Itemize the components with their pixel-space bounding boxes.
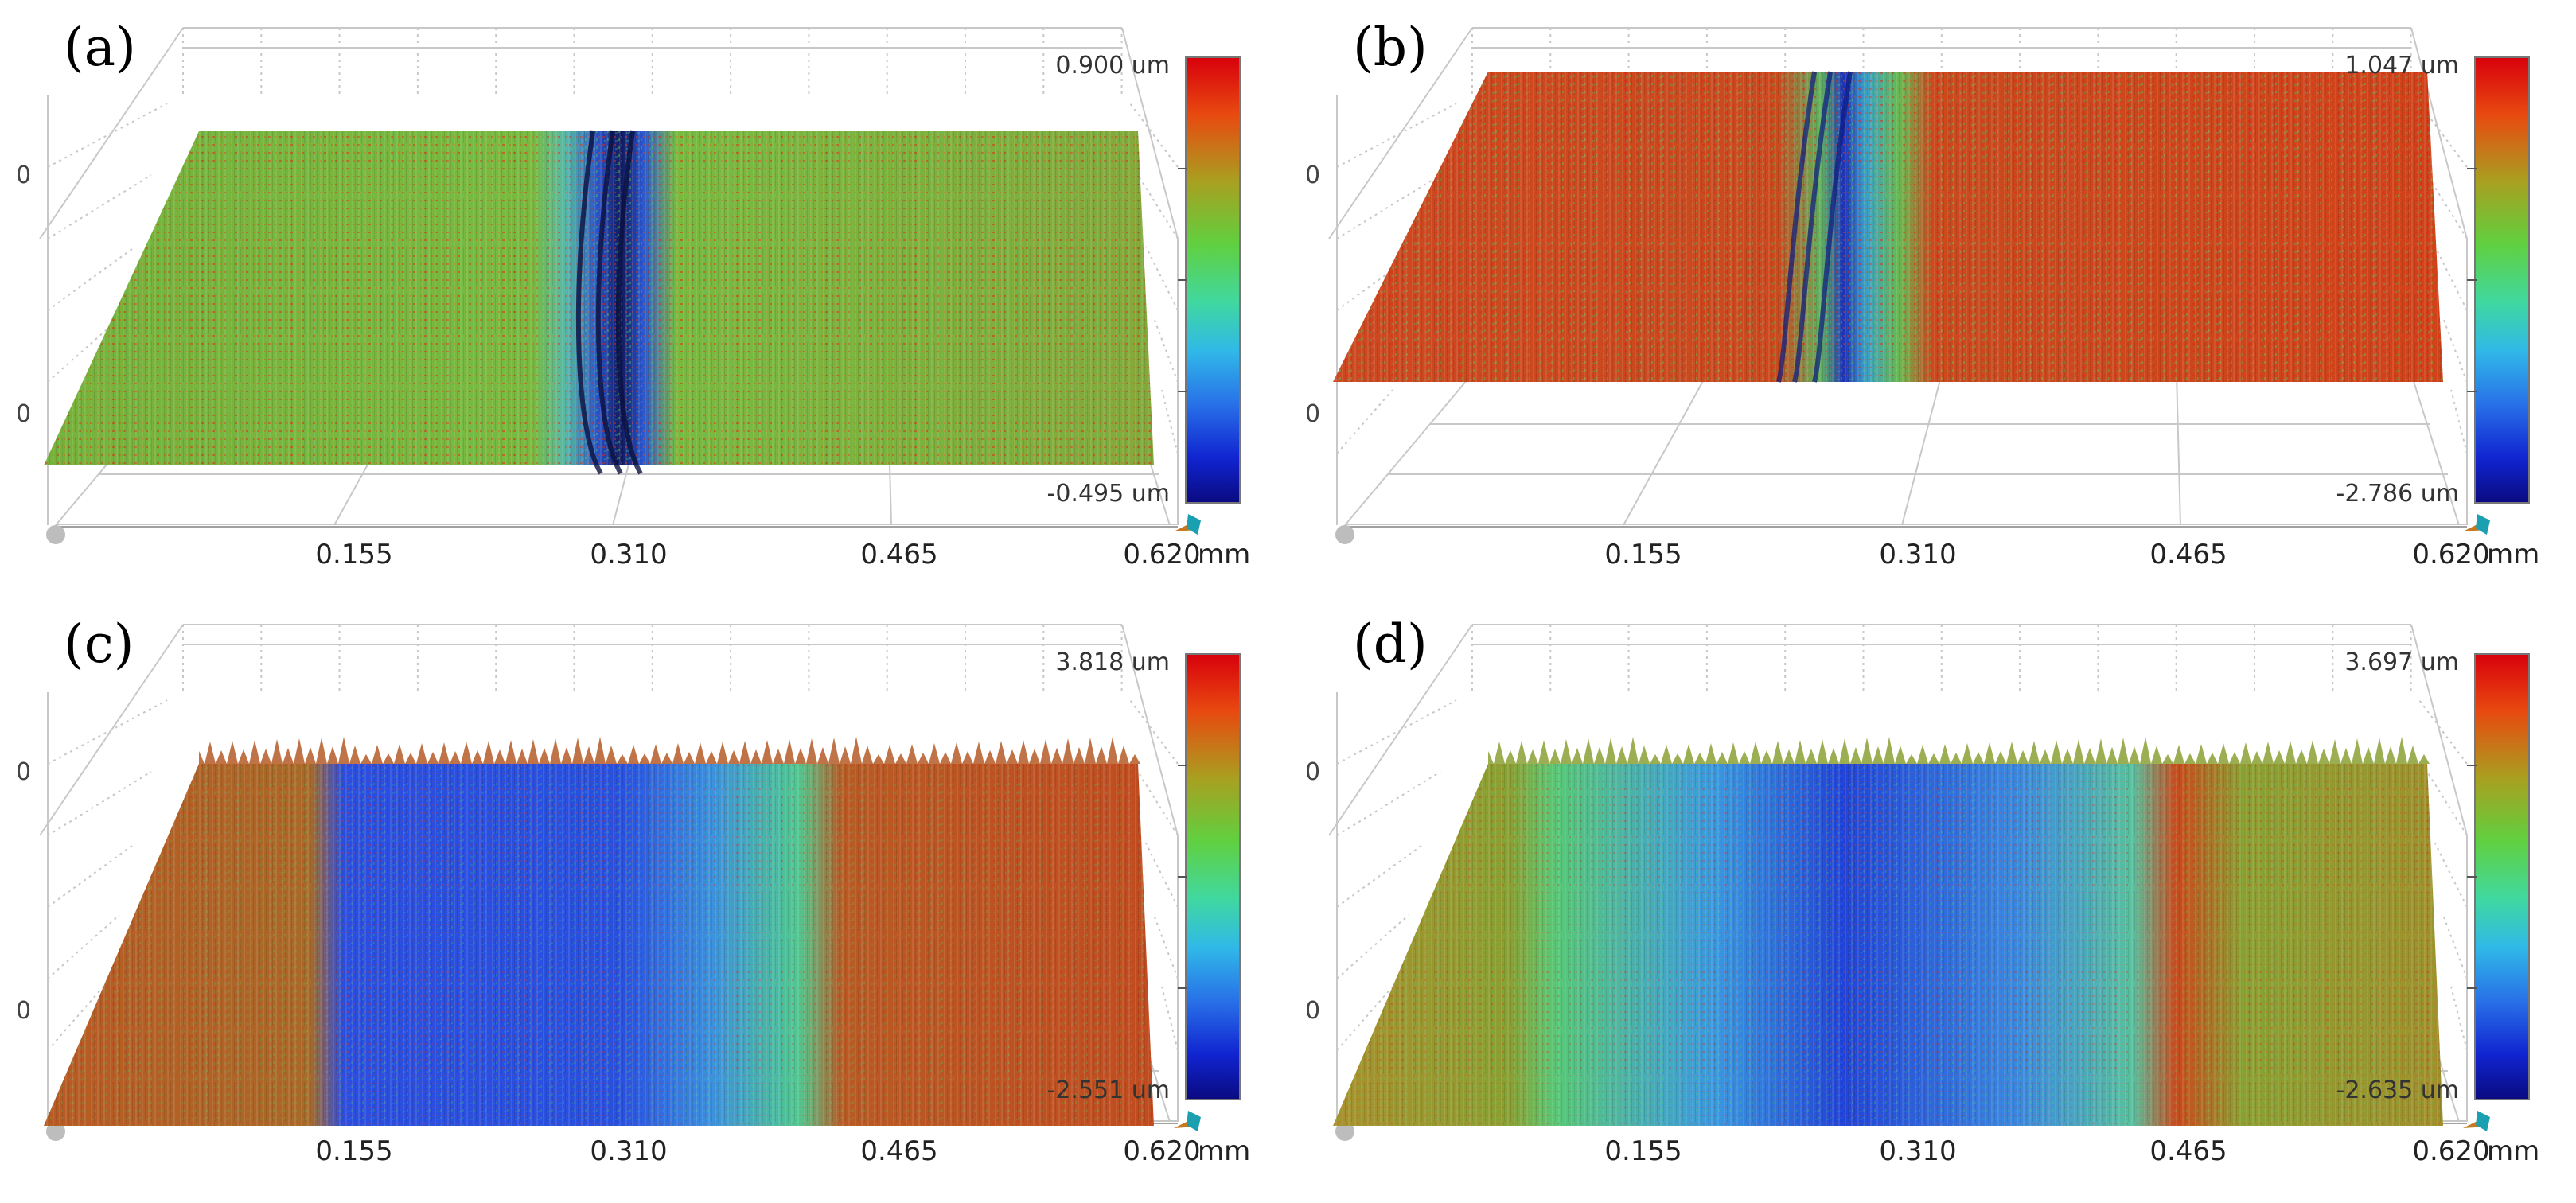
x-tick-label: 0.310 <box>590 539 667 570</box>
surface-map <box>1333 71 2443 383</box>
x-tick-label: 0.620 <box>2412 1135 2489 1167</box>
panel-label: (a) <box>64 17 136 78</box>
x-tick-label: 0.620 <box>2412 539 2489 570</box>
color-scale-bar: 0.900 um -0.495 um <box>1047 52 1241 508</box>
panel-label: (b) <box>1353 17 1428 78</box>
x-tick-label: 0.465 <box>2149 1135 2227 1167</box>
z-tick-label: 0 <box>1305 997 1320 1025</box>
z-tick-label: 0 <box>16 162 31 189</box>
x-tick-label: 0.310 <box>590 1135 667 1167</box>
x-unit-label: mm <box>1198 1135 1250 1167</box>
x-tick-label: 0.310 <box>1879 1135 1956 1167</box>
origin-dot <box>46 525 65 544</box>
scale-max-label: 3.697 um <box>2344 648 2459 676</box>
z-tick-label: 0 <box>16 997 31 1025</box>
z-tick-label: 0 <box>1305 400 1320 428</box>
view-rotate-icon[interactable] <box>1174 1111 1201 1131</box>
x-tick-label: 0.310 <box>1879 539 1956 570</box>
origin-dot <box>1335 525 1354 544</box>
scale-max-label: 0.900 um <box>1055 52 1170 80</box>
scale-min-label: -2.786 um <box>2336 480 2459 508</box>
origin-dot <box>46 1122 65 1141</box>
panel-label: (d) <box>1353 613 1428 675</box>
view-rotate-icon[interactable] <box>2463 1111 2490 1131</box>
x-tick-label: 0.465 <box>2149 539 2227 570</box>
z-tick-label: 0 <box>16 400 31 428</box>
color-scale-bar: 3.697 um -2.635 um <box>2336 648 2530 1104</box>
z-tick-label: 0 <box>1305 162 1320 189</box>
surface-map <box>44 130 1154 475</box>
scale-max-label: 1.047 um <box>2344 52 2459 80</box>
view-rotate-icon[interactable] <box>1174 514 1201 535</box>
x-unit-label: mm <box>1198 539 1250 570</box>
x-tick-label: 0.620 <box>1123 539 1200 570</box>
surface-panel-a: 0 0 0.900 um -0.495 um 0.155 0.310 0.465 0.620m… <box>16 17 1250 570</box>
x-unit-label: mm <box>2487 539 2539 570</box>
x-tick-label: 0.155 <box>1604 1135 1682 1167</box>
x-unit-label: mm <box>2487 1135 2539 1167</box>
x-tick-label: 0.465 <box>860 539 937 570</box>
scale-max-label: 3.818 um <box>1055 648 1170 676</box>
z-tick-label: 0 <box>16 758 31 786</box>
x-tick-label: 0.155 <box>1604 539 1682 570</box>
scale-min-label: -0.495 um <box>1047 480 1170 508</box>
surface-panel-b: 0 0 1.047 um -2.786 um 0.155 0.310 0.465 0.620m… <box>1305 17 2539 570</box>
scale-min-label: -2.635 um <box>2336 1076 2459 1104</box>
view-rotate-icon[interactable] <box>2463 514 2490 535</box>
panel-label: (c) <box>64 613 134 675</box>
surface-map <box>44 737 1154 1126</box>
origin-dot <box>1335 1122 1354 1141</box>
surface-map <box>1333 737 2443 1126</box>
x-tick-label: 0.465 <box>860 1135 937 1167</box>
surface-panel-d: 0 0 3.697 um -2.635 um 0.155 0.310 0.465 0.620m… <box>1305 613 2539 1167</box>
surface-panel-c: 0 0 3.818 um -2.551 um 0.155 0.310 0.465 0.620m… <box>16 613 1250 1167</box>
x-tick-label: 0.155 <box>315 1135 392 1167</box>
z-tick-label: 0 <box>1305 758 1320 786</box>
x-tick-label: 0.620 <box>1123 1135 1200 1167</box>
x-tick-label: 0.155 <box>315 539 392 570</box>
scale-min-label: -2.551 um <box>1047 1076 1170 1104</box>
color-scale-bar: 1.047 um -2.786 um <box>2336 52 2530 508</box>
color-scale-bar: 3.818 um -2.551 um <box>1047 648 1241 1104</box>
